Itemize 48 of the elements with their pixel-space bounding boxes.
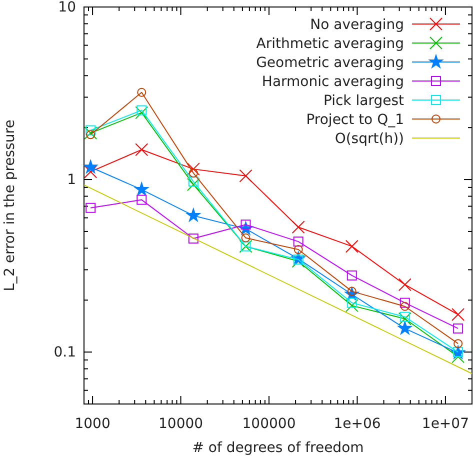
point — [346, 270, 357, 280]
point — [398, 278, 412, 292]
point — [188, 176, 198, 187]
point — [135, 143, 148, 156]
point — [136, 194, 147, 205]
y-tick-label: 10 — [58, 0, 76, 16]
legend-label: Harmonic averaging — [262, 74, 404, 90]
legend-label: O(sqrt(h)) — [334, 131, 404, 147]
point — [453, 323, 464, 334]
point — [135, 106, 148, 120]
legend-label: No averaging — [310, 17, 404, 33]
point — [398, 312, 412, 326]
legend-label: Pick largest — [323, 93, 405, 109]
x-axis-title: # of degrees of freedom — [192, 440, 364, 456]
point — [239, 169, 252, 182]
point — [134, 182, 148, 196]
point — [400, 298, 410, 308]
point — [454, 339, 463, 348]
point — [398, 321, 412, 334]
point — [345, 240, 358, 253]
point — [186, 162, 200, 176]
point — [400, 312, 410, 322]
point — [186, 208, 200, 222]
legend-label: Geometric averaging — [256, 55, 404, 71]
point — [345, 299, 358, 312]
x-tick-label: 1000 — [74, 416, 110, 432]
x-tick-label: 1e+06 — [334, 416, 381, 432]
point — [294, 245, 303, 254]
point — [136, 105, 147, 116]
point — [188, 168, 198, 178]
y-tick-label: 0.1 — [54, 344, 76, 361]
x-tick-label: 100000 — [242, 416, 296, 432]
point — [186, 178, 200, 192]
point — [188, 234, 198, 244]
x-tick-label: 1e+07 — [422, 416, 469, 432]
point — [292, 220, 305, 234]
y-axis-title: L_2 error in the pressure — [2, 120, 18, 292]
legend-label: Arithmetic averaging — [256, 36, 404, 52]
point — [452, 308, 465, 322]
point — [346, 298, 357, 308]
point — [452, 350, 465, 364]
legend-label: Project to Q_1 — [306, 112, 404, 128]
point — [293, 236, 304, 247]
point — [137, 88, 146, 97]
point — [400, 302, 410, 311]
y-tick-label: 1 — [67, 172, 76, 188]
x-tick-label: 10000 — [158, 416, 204, 432]
point — [241, 233, 250, 242]
